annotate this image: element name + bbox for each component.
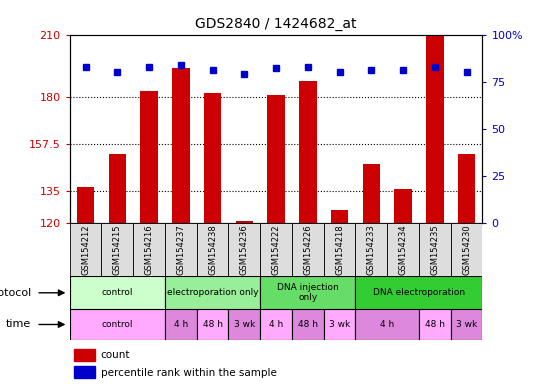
Text: GSM154226: GSM154226 [303,224,312,275]
Text: 4 h: 4 h [174,320,188,329]
Text: protocol: protocol [0,288,32,298]
Text: GSM154235: GSM154235 [430,224,440,275]
Text: GSM154212: GSM154212 [81,224,90,275]
Text: GSM154236: GSM154236 [240,224,249,275]
Bar [197,223,228,276]
Bar [165,223,197,276]
Bar [77,187,94,223]
Bar [451,309,482,340]
Text: percentile rank within the sample: percentile rank within the sample [101,367,277,377]
Title: GDS2840 / 1424682_at: GDS2840 / 1424682_at [195,17,357,31]
Text: count: count [101,350,130,360]
Bar [228,223,260,276]
Bar [165,309,197,340]
Bar [362,164,380,223]
Bar [299,81,317,223]
Bar [70,276,165,309]
Bar [419,223,451,276]
Text: electroporation only: electroporation only [167,288,258,297]
Bar [426,35,443,223]
Bar [172,68,190,223]
Bar [165,276,260,309]
Bar [197,309,228,340]
Bar [74,349,94,361]
Bar [260,223,292,276]
Bar [133,223,165,276]
Bar [324,309,355,340]
Text: DNA electroporation: DNA electroporation [373,288,465,297]
Text: GSM154233: GSM154233 [367,224,376,275]
Bar [458,154,475,223]
Bar [260,309,292,340]
Bar [292,309,324,340]
Bar [331,210,348,223]
Text: GSM154222: GSM154222 [272,224,280,275]
Text: GSM154238: GSM154238 [208,224,217,275]
Bar [74,366,94,379]
Bar [292,223,324,276]
Text: GSM154215: GSM154215 [113,224,122,275]
Text: 3 wk: 3 wk [456,320,477,329]
Text: 4 h: 4 h [380,320,394,329]
Text: DNA injection
only: DNA injection only [277,283,339,303]
Bar [267,95,285,223]
Bar [70,223,101,276]
Text: 4 h: 4 h [269,320,283,329]
Bar [228,309,260,340]
Bar [355,276,482,309]
Text: GSM154216: GSM154216 [145,224,153,275]
Bar [204,93,221,223]
Text: control: control [101,320,133,329]
Bar [140,91,158,223]
Bar [419,309,451,340]
Text: control: control [101,288,133,297]
Text: 3 wk: 3 wk [329,320,350,329]
Bar [324,223,355,276]
Text: GSM154218: GSM154218 [335,224,344,275]
Bar [355,309,419,340]
Text: time: time [6,319,32,329]
Bar [394,189,412,223]
Text: 3 wk: 3 wk [234,320,255,329]
Bar [260,276,355,309]
Text: GSM154234: GSM154234 [399,224,407,275]
Text: 48 h: 48 h [203,320,222,329]
Text: 48 h: 48 h [425,320,445,329]
Bar [101,223,133,276]
Bar [387,223,419,276]
Bar [235,221,253,223]
Bar [451,223,482,276]
Text: GSM154237: GSM154237 [176,224,185,275]
Text: 48 h: 48 h [298,320,318,329]
Bar [355,223,387,276]
Bar [109,154,126,223]
Text: GSM154230: GSM154230 [462,224,471,275]
Bar [70,309,165,340]
